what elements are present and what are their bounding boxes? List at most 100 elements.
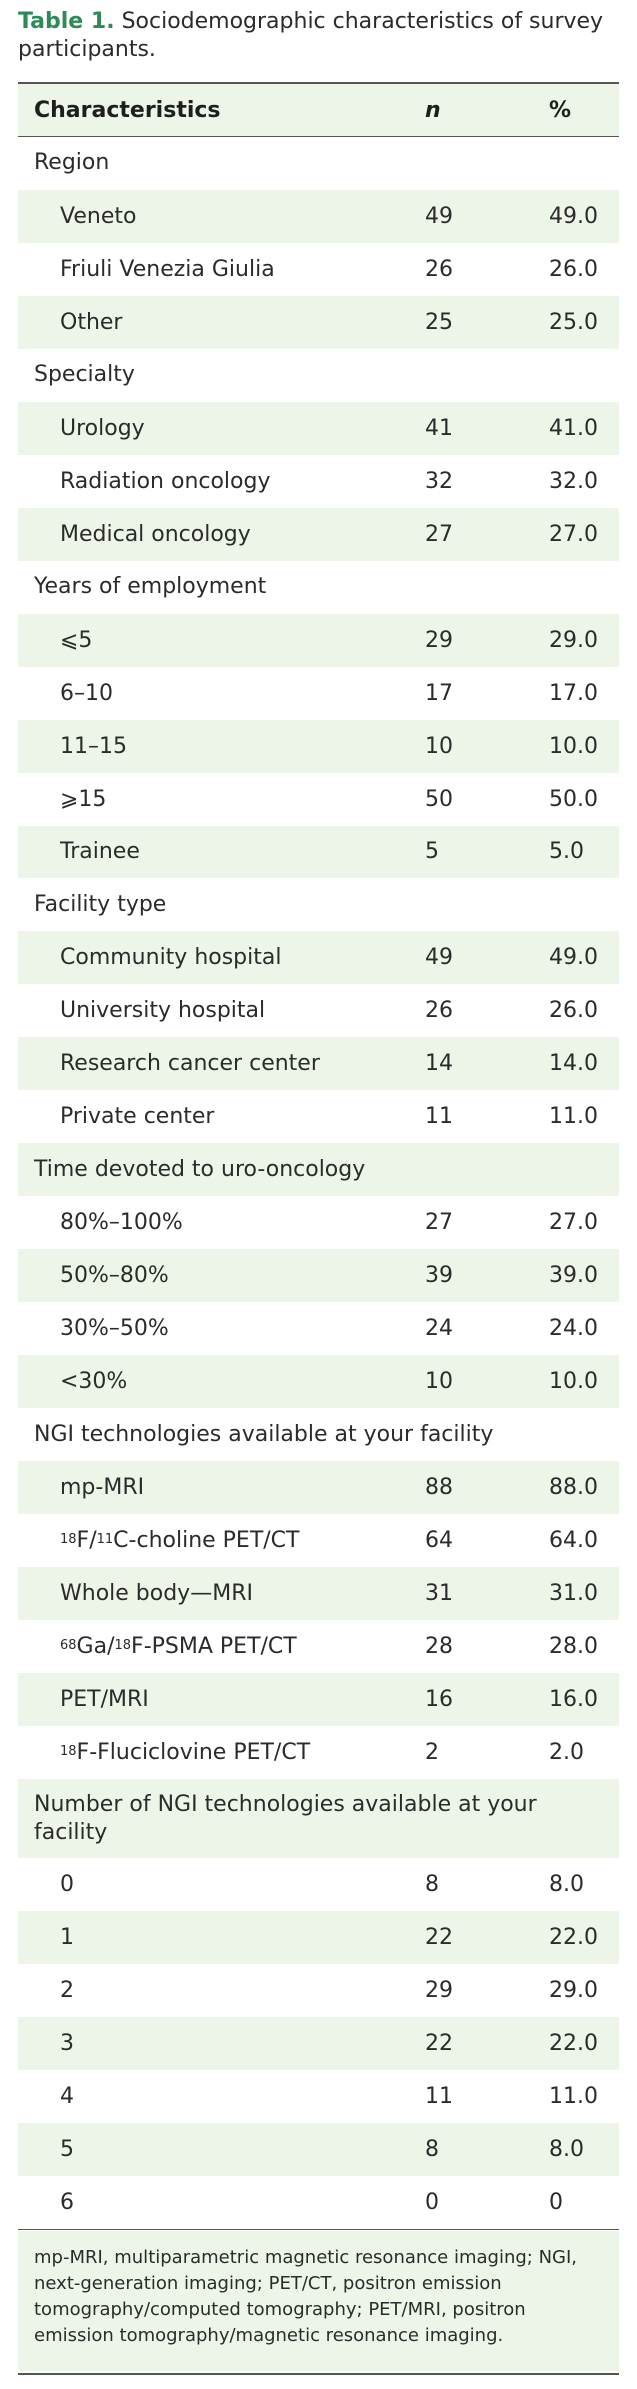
cell-n: 11 [425, 1104, 453, 1130]
row-label: Trainee [60, 839, 140, 865]
cell-n: 26 [425, 256, 453, 282]
row-label: Veneto [60, 203, 137, 229]
cell-n: 29 [425, 627, 453, 653]
bottom-rule [18, 2229, 619, 2230]
row-label: Private center [60, 1104, 215, 1130]
cell-percent: 26.0 [549, 998, 598, 1024]
cell-n: 2 [425, 1739, 439, 1765]
row-label: 6 [60, 2190, 74, 2215]
row-label: <30% [60, 1369, 128, 1395]
cell-percent: 49.0 [549, 945, 598, 971]
cell-percent: 31.0 [549, 1580, 598, 1606]
row-label: 50%–80% [60, 1263, 169, 1289]
cell-n: 41 [425, 415, 453, 441]
cell-percent: 64.0 [549, 1527, 598, 1553]
table-caption: Table 1. Sociodemographic characteristic… [18, 8, 618, 64]
row-label: 4 [60, 2084, 74, 2110]
table-row: 1 22 22.0 [18, 1911, 619, 1965]
row-label: 80%–100% [60, 1210, 183, 1236]
cell-n: 39 [425, 1263, 453, 1289]
cell-percent: 22.0 [549, 2031, 598, 2057]
table-row: Friuli Venezia Giulia 26 26.0 [18, 243, 619, 296]
table-row: mp-MRI 88 88.0 [18, 1461, 619, 1514]
section-row: Facility type [18, 878, 619, 931]
cell-n: 88 [425, 1475, 453, 1501]
cell-n: 32 [425, 468, 453, 494]
table-row: 50%–80% 39 39.0 [18, 1249, 619, 1303]
table-row: Research cancer center 14 14.0 [18, 1037, 619, 1091]
row-label: 0 [60, 1872, 74, 1898]
row-label: 30%–50% [60, 1316, 169, 1342]
cell-n: 64 [425, 1527, 453, 1553]
cell-percent: 17.0 [549, 680, 598, 706]
table-row: Whole body—MRI 31 31.0 [18, 1566, 619, 1620]
row-label: Whole body—MRI [60, 1580, 253, 1606]
row-label: Other [60, 309, 123, 335]
table-row: 30%–50% 24 24.0 [18, 1302, 619, 1355]
cell-n: 11 [425, 2084, 453, 2110]
cell-n: 17 [425, 680, 453, 706]
cell-percent: 8.0 [549, 1872, 584, 1898]
table-row: 0 8 8.0 [18, 1858, 619, 1911]
row-label: 68 Ga/18 F-PSMA PET/CT [60, 1633, 297, 1659]
table-row: Community hospital 49 49.0 [18, 931, 619, 985]
section-row: Number of NGI technologies available at … [18, 1778, 619, 1859]
cell-n: 27 [425, 521, 453, 547]
cell-n: 29 [425, 1978, 453, 2004]
row-label: Friuli Venezia Giulia [60, 256, 275, 282]
row-label: 18 F-Fluciclovine PET/CT [60, 1739, 311, 1765]
cell-n: 27 [425, 1210, 453, 1236]
table-title: Sociodemographic characteristics of surv… [18, 9, 604, 62]
cell-percent: 39.0 [549, 1263, 598, 1289]
cell-n: 5 [425, 839, 439, 865]
cell-n: 25 [425, 309, 453, 335]
header-rule [18, 136, 619, 137]
header-n: n [425, 97, 441, 123]
table-row: 6–10 17 17.0 [18, 667, 619, 720]
cell-n: 49 [425, 945, 453, 971]
table-row: Veneto 49 49.0 [18, 189, 619, 243]
row-label: 1 [60, 1925, 74, 1951]
table-row: 6 0 0 [18, 2176, 619, 2229]
cell-percent: 32.0 [549, 468, 598, 494]
cell-percent: 11.0 [549, 1104, 598, 1130]
section-label: NGI technologies available at your facil… [34, 1421, 494, 1447]
cell-percent: 24.0 [549, 1316, 598, 1342]
cell-n: 8 [425, 2137, 439, 2163]
row-label: PET/MRI [60, 1686, 149, 1712]
table-row: Medical oncology 27 27.0 [18, 507, 619, 561]
cell-n: 49 [425, 203, 453, 229]
row-label: Urology [60, 415, 145, 441]
row-label: mp-MRI [60, 1475, 145, 1501]
cell-percent: 29.0 [549, 1978, 598, 2004]
header-characteristics: Characteristics [34, 97, 221, 123]
cell-percent: 14.0 [549, 1051, 598, 1077]
section-row: NGI technologies available at your facil… [18, 1408, 619, 1461]
table-row: 18 F-Fluciclovine PET/CT 2 2.0 [18, 1726, 619, 1779]
table-row: Trainee 5 5.0 [18, 825, 619, 879]
cell-percent: 88.0 [549, 1475, 598, 1501]
cell-percent: 22.0 [549, 1925, 598, 1951]
table-row: Private center 11 11.0 [18, 1090, 619, 1143]
cell-n: 8 [425, 1872, 439, 1898]
cell-percent: 49.0 [549, 203, 598, 229]
section-label: Region [34, 150, 110, 176]
cell-n: 28 [425, 1633, 453, 1659]
cell-percent: 8.0 [549, 2137, 584, 2163]
cell-n: 10 [425, 733, 453, 759]
cell-n: 22 [425, 2031, 453, 2057]
section-row: Time devoted to uro-oncology [18, 1143, 619, 1197]
row-label: Medical oncology [60, 521, 251, 547]
header-percent: % [549, 97, 572, 123]
table-row: 3 22 22.0 [18, 2017, 619, 2071]
row-label: ⩽5 [60, 627, 93, 653]
cell-n: 26 [425, 998, 453, 1024]
table-row: 5 8 8.0 [18, 2123, 619, 2177]
cell-percent: 5.0 [549, 839, 584, 865]
table-row: 80%–100% 27 27.0 [18, 1196, 619, 1249]
table-row: 2 29 29.0 [18, 1964, 619, 2017]
table-row: PET/MRI 16 16.0 [18, 1672, 619, 1726]
section-label: Specialty [34, 362, 135, 388]
cell-n: 24 [425, 1316, 453, 1342]
